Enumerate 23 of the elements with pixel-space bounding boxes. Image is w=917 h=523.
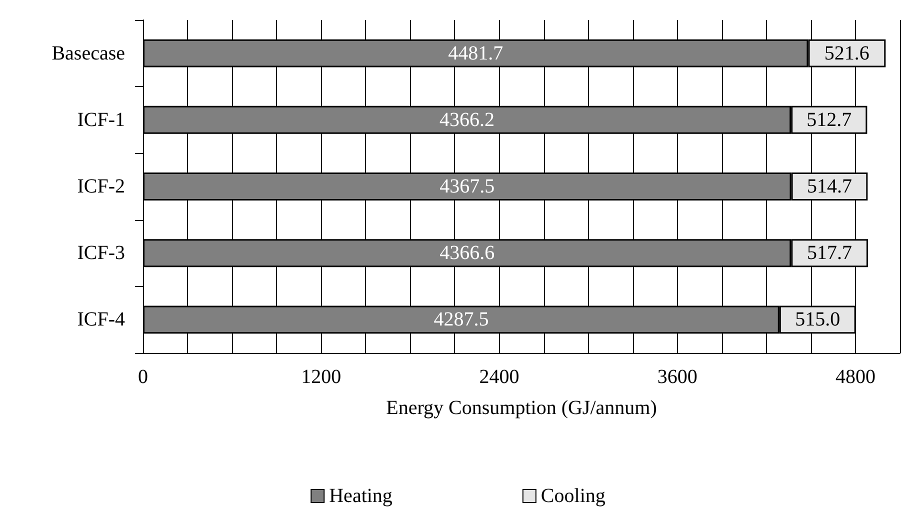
- y-tick-label: ICF-4: [77, 308, 125, 331]
- x-axis-title: Energy Consumption (GJ/annum): [386, 397, 657, 419]
- data-label: 4481.7: [448, 42, 504, 64]
- y-tick-label: ICF-1: [77, 108, 125, 131]
- data-label: 515.0: [795, 308, 840, 331]
- data-label: 4366.6: [440, 242, 495, 264]
- data-label: 517.7: [807, 242, 852, 264]
- data-label: 4287.5: [434, 308, 489, 331]
- legend-label: Heating: [329, 485, 392, 507]
- x-tick-label: 1200: [301, 366, 342, 388]
- data-label: 512.7: [806, 108, 852, 131]
- data-label: 514.7: [806, 176, 852, 198]
- x-tick-label: 4800: [835, 366, 876, 388]
- y-tick-label: Basecase: [52, 42, 126, 64]
- y-tick-label: ICF-3: [77, 242, 125, 264]
- data-label: 4367.5: [440, 176, 495, 198]
- x-tick-label: 0: [138, 366, 148, 388]
- data-label: 521.6: [824, 42, 870, 64]
- data-label: 4366.2: [440, 108, 495, 131]
- y-tick-label: ICF-2: [77, 176, 125, 198]
- x-tick-label: 3600: [657, 366, 698, 388]
- legend-label: Cooling: [540, 485, 606, 507]
- x-tick-label: 2400: [479, 366, 520, 388]
